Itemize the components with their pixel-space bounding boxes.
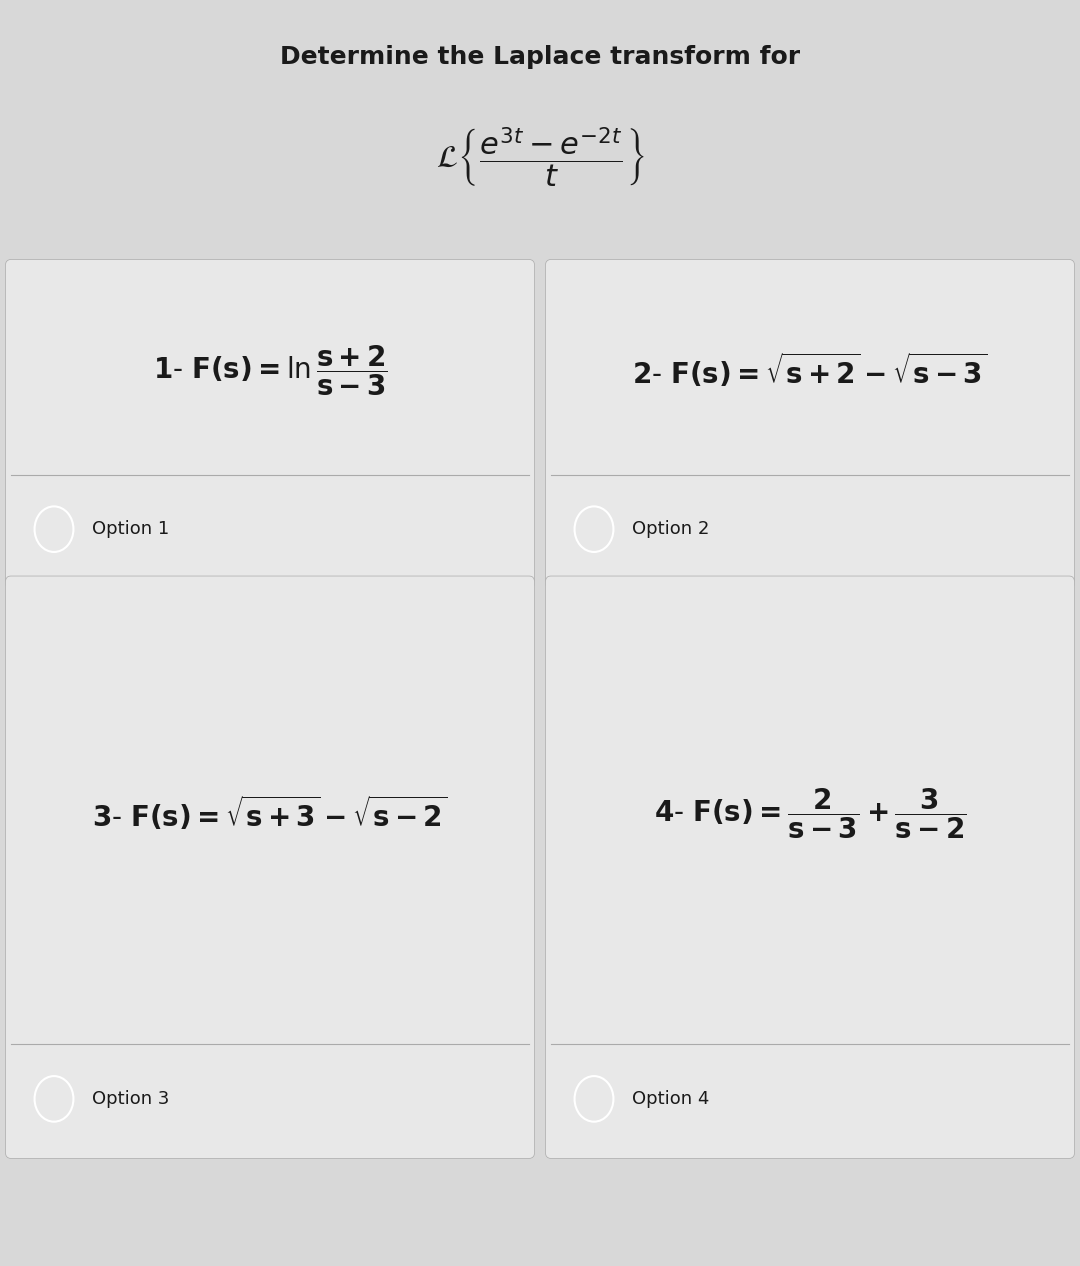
Text: $\mathbf{4\text{-}\ F(s) = \dfrac{2}{s-3} + \dfrac{3}{s-2}}$: $\mathbf{4\text{-}\ F(s) = \dfrac{2}{s-3… (653, 786, 967, 841)
Text: $\mathbf{2\text{-}\ F(s) = \sqrt{s+2} - \sqrt{s-3}}$: $\mathbf{2\text{-}\ F(s) = \sqrt{s+2} - … (632, 351, 988, 390)
Text: Option 4: Option 4 (632, 1090, 710, 1108)
Text: $\mathbf{3\text{-}\ F(s) = \sqrt{s+3} - \sqrt{s-2}}$: $\mathbf{3\text{-}\ F(s) = \sqrt{s+3} - … (92, 794, 448, 833)
Text: $\mathbf{1\text{-}\ }$$\mathbf{F(s) = \ln\dfrac{s+2}{s-3}}$: $\mathbf{1\text{-}\ }$$\mathbf{F(s) = \l… (152, 343, 388, 398)
FancyBboxPatch shape (5, 260, 535, 589)
Text: Option 1: Option 1 (92, 520, 170, 538)
FancyBboxPatch shape (545, 576, 1075, 1158)
Text: Determine the Laplace transform for: Determine the Laplace transform for (280, 46, 800, 68)
Text: $\mathcal{L}\left\{\dfrac{e^{3t} - e^{-2t}}{t}\right\}$: $\mathcal{L}\left\{\dfrac{e^{3t} - e^{-2… (435, 127, 645, 190)
Text: Option 3: Option 3 (92, 1090, 170, 1108)
FancyBboxPatch shape (545, 260, 1075, 589)
FancyBboxPatch shape (5, 576, 535, 1158)
Text: Option 2: Option 2 (632, 520, 710, 538)
